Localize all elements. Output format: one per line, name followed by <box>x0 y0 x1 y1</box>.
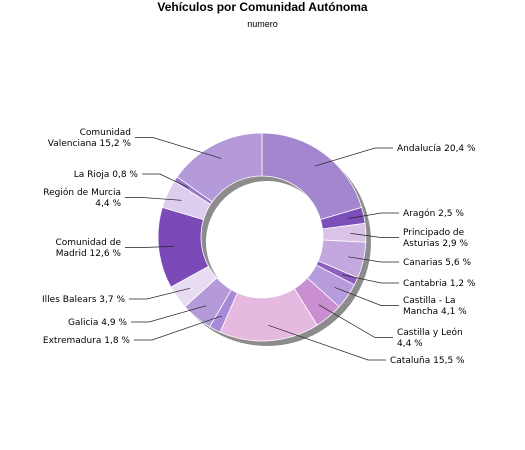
pie-slice <box>176 132 263 203</box>
leader-line <box>131 305 207 323</box>
slice-label-line: Comunidad de <box>55 238 121 248</box>
slice-label: Canarias 5,6 % <box>403 258 471 268</box>
slice-label-line: Comunidad <box>80 128 131 138</box>
leader-line <box>125 246 175 248</box>
slice-label-line: Cantabria 1,2 % <box>403 279 476 289</box>
slice-label-line: Galicia 4,9 % <box>68 318 127 328</box>
slice-label-line: Valenciana 15,2 % <box>48 139 132 149</box>
leader-line <box>314 147 393 167</box>
leader-line <box>135 137 222 159</box>
slice-label-line: Región de Murcia <box>43 187 121 198</box>
slice-label: La Rioja 0,8 % <box>74 170 139 180</box>
slice-label: Illes Balears 3,7 % <box>42 295 125 305</box>
leader-line <box>125 197 182 201</box>
slice-label-line: Castilla - La <box>403 296 456 306</box>
slice-label-line: 4,4 % <box>397 339 423 349</box>
leader-line <box>342 274 399 284</box>
leader-line <box>348 256 399 263</box>
slice-label: Galicia 4,9 % <box>68 318 127 328</box>
slice-label: Extremadura 1,8 % <box>43 336 131 346</box>
slice-label: Comunidad Valenciana 15,2 % <box>48 128 132 149</box>
slice-label-line: La Rioja 0,8 % <box>74 170 139 180</box>
slice-label: Aragón 2,5 % <box>403 208 464 219</box>
slice-label: Principado de Asturias 2,9 % <box>403 228 469 249</box>
slice-label-line: 4,4 % <box>95 199 121 209</box>
leader-line <box>134 315 222 341</box>
slice-labels: Andalucía 20,4 % Aragón 2,5 % Principado d… <box>42 128 476 366</box>
donut-slices <box>157 132 367 342</box>
slice-label: Castilla y León 4,4 % <box>397 327 463 349</box>
slice-label-line: Canarias 5,6 % <box>403 258 471 268</box>
chart-title: Vehículos por Comunidad Autónoma <box>157 0 368 14</box>
pie-slice <box>261 132 363 221</box>
slice-label-line: Aragón 2,5 % <box>403 208 464 219</box>
slice-label-line: Cataluña 15,5 % <box>390 356 465 366</box>
chart-subtitle: numero <box>247 19 278 29</box>
slice-label-line: Principado de <box>403 228 465 238</box>
slice-label: Cataluña 15,5 % <box>390 356 465 366</box>
leader-lines <box>125 137 399 361</box>
slice-label: Región de Murcia 4,4 % <box>43 187 121 209</box>
slice-label: Andalucía 20,4 % <box>397 144 476 154</box>
leader-line <box>268 324 386 361</box>
leader-line <box>142 173 189 189</box>
slice-label: Castilla - La Mancha 4,1 % <box>403 296 467 317</box>
leader-line <box>129 287 190 300</box>
slice-label-line: Castilla y León <box>397 327 463 338</box>
leader-line <box>334 287 399 306</box>
slice-label-line: Asturias 2,9 % <box>403 239 469 249</box>
slice-label-line: Andalucía 20,4 % <box>397 144 476 154</box>
slice-label-line: Mancha 4,1 % <box>403 307 467 317</box>
slice-label: Cantabria 1,2 % <box>403 279 476 289</box>
leader-line <box>318 304 393 338</box>
leader-line <box>350 233 399 238</box>
slice-label-line: Madrid 12,6 % <box>56 249 122 259</box>
slice-label: Comunidad de Madrid 12,6 % <box>55 238 121 259</box>
leader-line <box>348 212 399 219</box>
slice-label-line: Illes Balears 3,7 % <box>42 295 125 305</box>
slice-label-line: Extremadura 1,8 % <box>43 336 131 346</box>
